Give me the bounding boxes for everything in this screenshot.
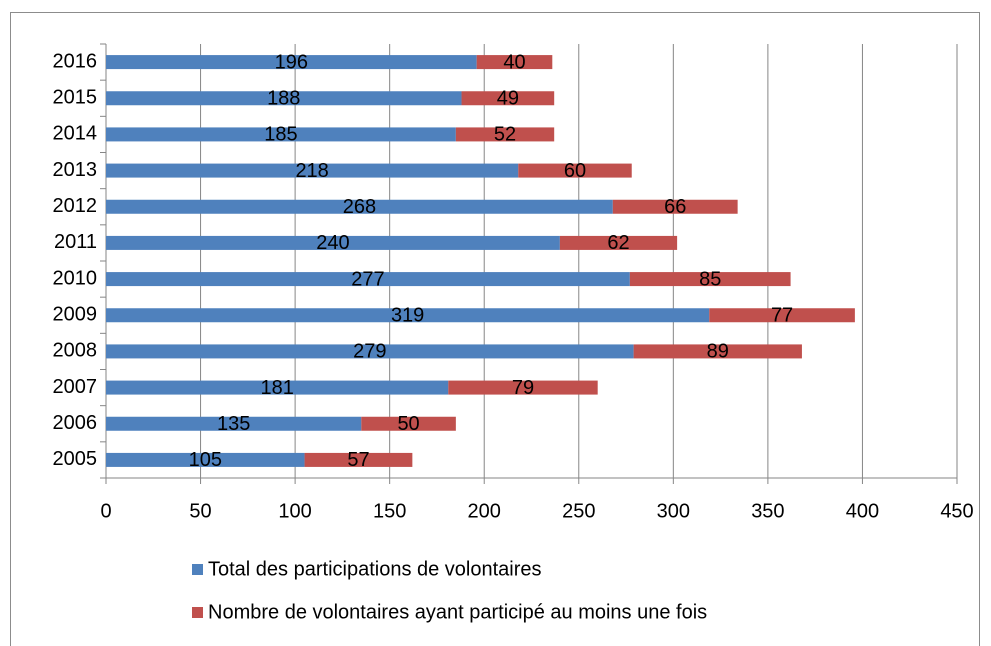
data-label: 181 bbox=[260, 377, 293, 399]
y-tick-label: 2009 bbox=[53, 304, 98, 326]
x-tick-label: 400 bbox=[846, 500, 879, 522]
data-label: 60 bbox=[564, 160, 586, 182]
y-tick-label: 2007 bbox=[53, 376, 98, 398]
data-label: 66 bbox=[664, 196, 686, 218]
bar-segment bbox=[633, 344, 802, 359]
bar-segment bbox=[106, 344, 634, 359]
y-tick-label: 2010 bbox=[53, 267, 98, 289]
data-label: 52 bbox=[494, 124, 516, 146]
y-tick-label: 2012 bbox=[53, 195, 98, 217]
y-tick-label: 2015 bbox=[53, 87, 98, 109]
x-tick-label: 350 bbox=[751, 500, 784, 522]
y-tick-label: 2008 bbox=[53, 340, 98, 362]
data-label: 279 bbox=[353, 341, 386, 363]
bar-segment bbox=[106, 163, 519, 178]
bar-segment bbox=[709, 308, 855, 323]
data-label: 85 bbox=[699, 268, 721, 290]
data-label: 62 bbox=[607, 232, 629, 254]
legend-swatch bbox=[192, 564, 203, 575]
bar-segment bbox=[476, 55, 553, 70]
bar-segment bbox=[106, 127, 456, 142]
data-label: 277 bbox=[351, 268, 384, 290]
legend-swatch bbox=[192, 607, 203, 618]
bar-segment bbox=[106, 235, 560, 250]
data-label: 40 bbox=[503, 51, 525, 73]
bar-segment bbox=[361, 416, 456, 431]
bar-segment bbox=[629, 272, 791, 287]
data-label: 268 bbox=[343, 196, 376, 218]
bar-segment bbox=[106, 416, 362, 431]
x-tick-label: 200 bbox=[468, 500, 501, 522]
bar-segment bbox=[455, 127, 555, 142]
data-label: 105 bbox=[189, 449, 222, 471]
data-label: 185 bbox=[264, 124, 297, 146]
x-tick-label: 300 bbox=[657, 500, 690, 522]
bar-segment bbox=[106, 272, 630, 287]
bar-segment bbox=[106, 91, 462, 106]
data-label: 89 bbox=[707, 341, 729, 363]
x-tick-label: 0 bbox=[100, 500, 111, 522]
bar-segment bbox=[106, 452, 305, 467]
y-tick-label: 2005 bbox=[53, 448, 98, 470]
y-tick-label: 2011 bbox=[54, 231, 97, 253]
data-label: 135 bbox=[217, 413, 250, 435]
y-tick-label: 2014 bbox=[53, 123, 98, 145]
bar-segment bbox=[106, 308, 710, 323]
bar-segment bbox=[612, 199, 738, 214]
data-label: 188 bbox=[267, 88, 300, 110]
x-tick-label: 50 bbox=[189, 500, 211, 522]
y-tick-label: 2016 bbox=[53, 50, 98, 72]
bar-segment bbox=[448, 380, 598, 395]
bar-segment bbox=[106, 55, 477, 70]
data-label: 319 bbox=[391, 305, 424, 327]
bar-segment bbox=[559, 235, 678, 250]
x-tick-label: 250 bbox=[562, 500, 595, 522]
data-label: 79 bbox=[512, 377, 534, 399]
x-tick-label: 150 bbox=[373, 500, 406, 522]
data-label: 57 bbox=[347, 449, 369, 471]
y-tick-label: 2013 bbox=[53, 159, 98, 181]
bar-segment bbox=[461, 91, 555, 106]
data-label: 218 bbox=[295, 160, 328, 182]
bar-segment bbox=[304, 452, 413, 467]
data-label: 49 bbox=[497, 88, 519, 110]
data-label: 196 bbox=[275, 51, 308, 73]
bar-segment bbox=[106, 199, 613, 214]
legend-label: Nombre de volontaires ayant participé au… bbox=[208, 601, 707, 623]
x-tick-label: 450 bbox=[940, 500, 973, 522]
legend-label: Total des participations de volontaires bbox=[208, 558, 542, 580]
data-label: 77 bbox=[771, 305, 793, 327]
data-label: 50 bbox=[397, 413, 419, 435]
y-tick-label: 2006 bbox=[53, 412, 98, 434]
bar-segment bbox=[106, 380, 449, 395]
chart-frame bbox=[10, 12, 980, 646]
bar-segment bbox=[518, 163, 632, 178]
x-tick-label: 100 bbox=[278, 500, 311, 522]
data-label: 240 bbox=[316, 232, 349, 254]
